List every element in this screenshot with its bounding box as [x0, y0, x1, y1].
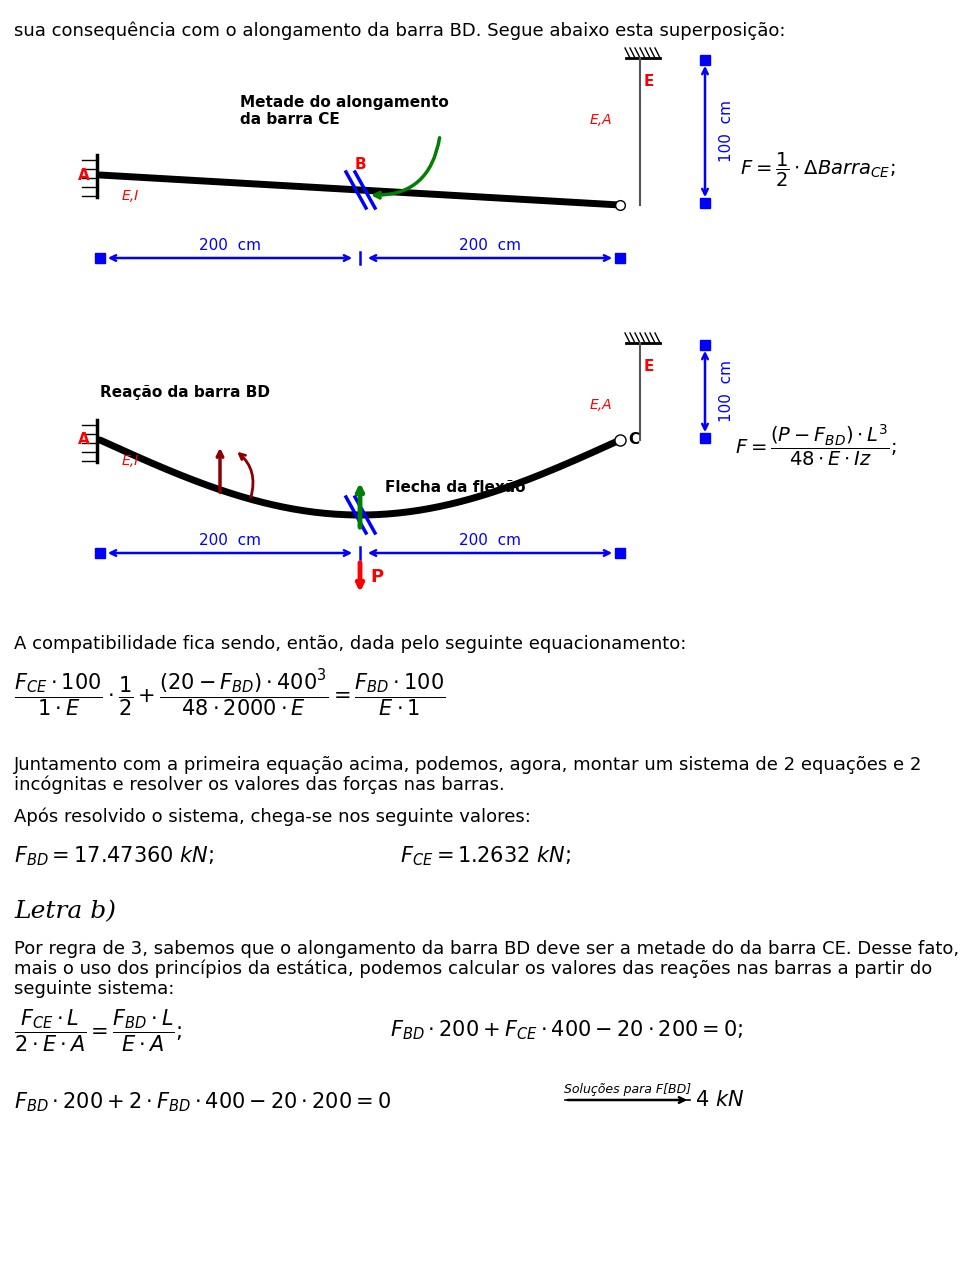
- Text: Após resolvido o sistema, chega-se nos seguinte valores:: Após resolvido o sistema, chega-se nos s…: [14, 808, 531, 827]
- Text: E,I: E,I: [122, 189, 139, 203]
- Text: Letra b): Letra b): [14, 900, 116, 923]
- Text: seguinte sistema:: seguinte sistema:: [14, 980, 175, 998]
- Text: Por regra de 3, sabemos que o alongamento da barra BD deve ser a metade do da ba: Por regra de 3, sabemos que o alongament…: [14, 940, 959, 958]
- Text: sua consequência com o alongamento da barra BD. Segue abaixo esta superposição:: sua consequência com o alongamento da ba…: [14, 22, 785, 41]
- Text: $F_{CE} = 1.2632\ kN;$: $F_{CE} = 1.2632\ kN;$: [400, 844, 570, 868]
- Text: A: A: [78, 433, 89, 448]
- Text: 200  cm: 200 cm: [199, 533, 261, 548]
- Text: 100  cm: 100 cm: [719, 100, 734, 162]
- Text: E,I: E,I: [122, 455, 139, 467]
- Text: Juntamento com a primeira equação acima, podemos, agora, montar um sistema de 2 : Juntamento com a primeira equação acima,…: [14, 756, 923, 774]
- Text: E: E: [644, 74, 655, 89]
- Text: Reação da barra BD: Reação da barra BD: [100, 385, 270, 401]
- Text: $F = \dfrac{(P-F_{BD}) \cdot L^3}{48 \cdot E \cdot Iz};$: $F = \dfrac{(P-F_{BD}) \cdot L^3}{48 \cd…: [735, 422, 897, 467]
- Text: $\dfrac{F_{CE} \cdot L}{2 \cdot E \cdot A} = \dfrac{F_{BD} \cdot L}{E \cdot A};$: $\dfrac{F_{CE} \cdot L}{2 \cdot E \cdot …: [14, 1008, 182, 1054]
- Text: E,A: E,A: [590, 113, 612, 127]
- Text: B: B: [355, 157, 367, 172]
- Text: A: A: [78, 167, 89, 182]
- Text: 200  cm: 200 cm: [459, 533, 521, 548]
- Text: Soluções para F[BD]: Soluções para F[BD]: [564, 1082, 691, 1097]
- Text: A compatibilidade fica sendo, então, dada pelo seguinte equacionamento:: A compatibilidade fica sendo, então, dad…: [14, 636, 686, 654]
- Text: $F = \dfrac{1}{2} \cdot \Delta Barra_{CE};$: $F = \dfrac{1}{2} \cdot \Delta Barra_{CE…: [740, 152, 896, 189]
- Text: $\dfrac{F_{CE} \cdot 100}{1 \cdot E} \cdot \dfrac{1}{2} + \dfrac{(20-F_{BD}) \cd: $\dfrac{F_{CE} \cdot 100}{1 \cdot E} \cd…: [14, 668, 445, 719]
- Text: $F_{BD} = 17.47360\ kN;$: $F_{BD} = 17.47360\ kN;$: [14, 844, 214, 868]
- Text: P: P: [370, 568, 383, 586]
- Text: mais o uso dos princípios da estática, podemos calcular os valores das reações n: mais o uso dos princípios da estática, p…: [14, 960, 932, 978]
- Text: Flecha da flexão: Flecha da flexão: [385, 480, 525, 496]
- Text: E: E: [644, 360, 655, 374]
- Text: 200  cm: 200 cm: [459, 238, 521, 253]
- Text: $F_{BD} \cdot 200 + 2 \cdot F_{BD} \cdot 400 - 20 \cdot 200 = 0$: $F_{BD} \cdot 200 + 2 \cdot F_{BD} \cdot…: [14, 1090, 391, 1113]
- Text: 200  cm: 200 cm: [199, 238, 261, 253]
- Text: da barra CE: da barra CE: [240, 112, 340, 127]
- Text: C: C: [628, 433, 639, 448]
- Text: $F_{BD} \cdot 200 + F_{CE} \cdot 400 - 20 \cdot 200 = 0;$: $F_{BD} \cdot 200 + F_{CE} \cdot 400 - 2…: [390, 1018, 743, 1041]
- Text: E,A: E,A: [590, 398, 612, 412]
- Text: incógnitas e resolver os valores das forças nas barras.: incógnitas e resolver os valores das for…: [14, 776, 505, 795]
- Text: Metade do alongamento: Metade do alongamento: [240, 95, 448, 110]
- Text: $4\ kN$: $4\ kN$: [695, 1090, 744, 1109]
- Text: 100  cm: 100 cm: [719, 360, 734, 422]
